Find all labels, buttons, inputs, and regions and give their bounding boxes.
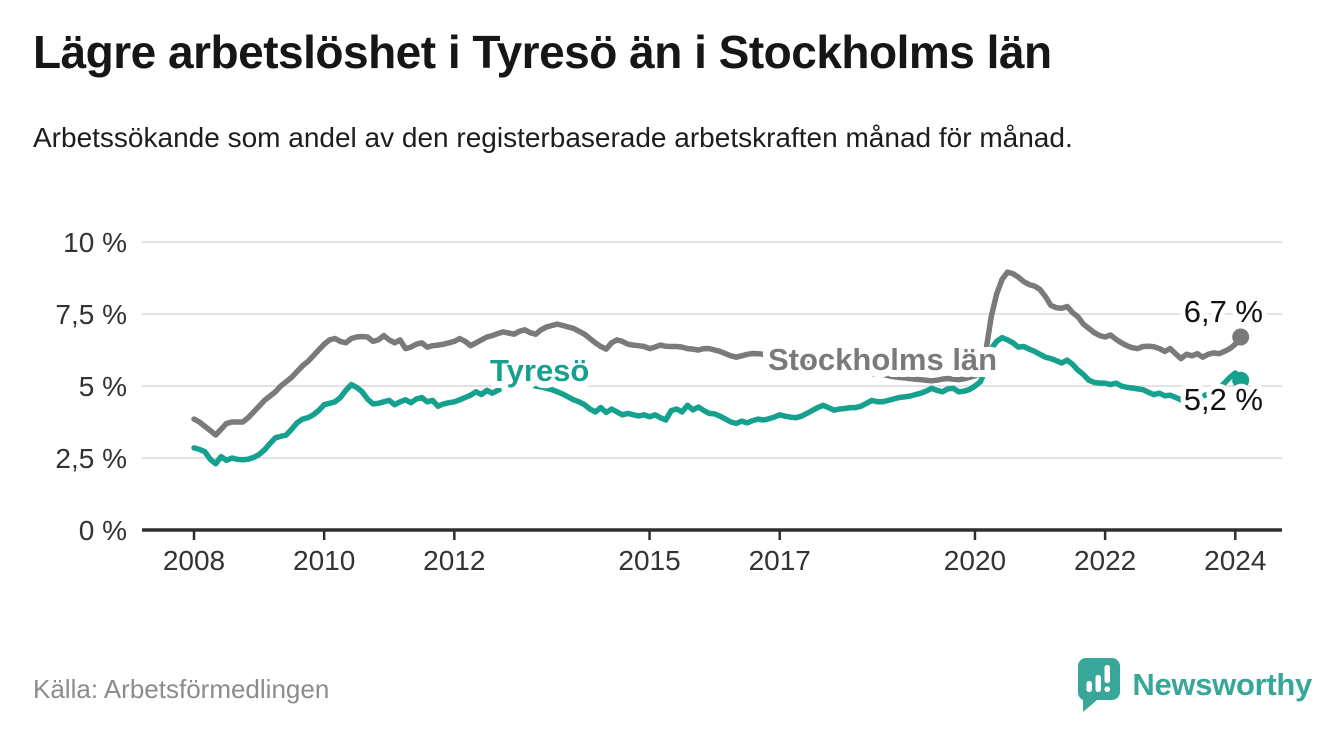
y-tick-label: 2,5 % [55,443,127,474]
y-tick-label: 10 % [63,227,127,258]
x-axis: 2008 2010 2012 2015 2017 2020 2022 2024 [142,528,1282,576]
logo-bar-small [1086,681,1093,692]
series-label: Tyresö [490,353,589,388]
x-tick-label: 2010 [293,545,355,576]
source-note: Källa: Arbetsförmedlingen [33,674,330,704]
x-tick-label: 2020 [944,545,1006,576]
x-tick-label: 2012 [423,545,485,576]
newsworthy-brand: Newsworthy [1076,655,1312,715]
x-tick-label: 2024 [1204,545,1266,576]
x-tick-label: 2015 [618,545,680,576]
series-lines [191,269,1250,467]
x-tick-label: 2022 [1074,545,1136,576]
series-line-stockholms-lan [191,269,1244,438]
gridlines: 10 % 7,5 % 5 % 2,5 % 0 % [55,227,1282,546]
chart-subtitle: Arbetssökande som andel av den registerb… [33,122,1073,153]
y-tick-label: 5 % [79,371,127,402]
chart-labels: Stockholms län 6,7 % Tyresö 5,2 % [483,289,1268,422]
x-tick-label: 2017 [749,545,811,576]
y-tick-label: 0 % [79,515,127,546]
newsworthy-logo-icon [1078,658,1121,712]
brand-wordmark: Newsworthy [1132,667,1312,702]
x-tick-label: 2008 [163,545,225,576]
series-end-value: 5,2 % [1184,382,1263,417]
series-line-tyreso [191,334,1244,467]
logo-exclamation-bar [1104,665,1111,683]
logo-exclamation-dot [1104,686,1111,692]
series-end-dot [1232,328,1250,346]
series-end-dot [1232,371,1250,389]
series-end-value: 6,7 % [1184,294,1263,329]
series-label: Stockholms län [768,342,997,377]
y-tick-label: 7,5 % [55,299,127,330]
logo-bar-medium [1095,675,1102,692]
page-title: Lägre arbetslöshet i Tyresö än i Stockho… [33,26,1052,78]
